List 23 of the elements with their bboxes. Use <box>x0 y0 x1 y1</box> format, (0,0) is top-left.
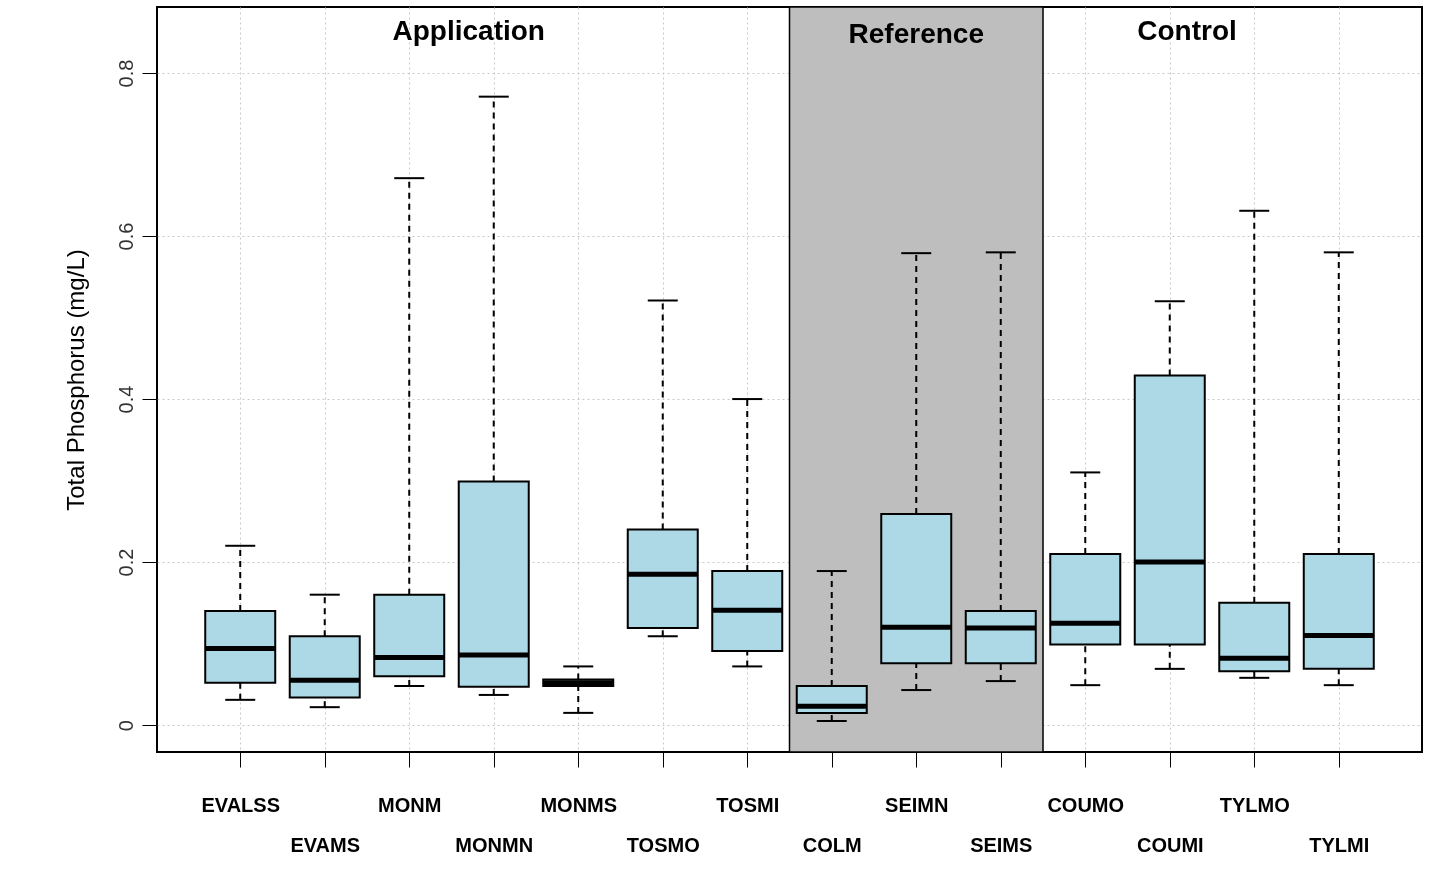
y-tick-label: 0.6 <box>114 222 137 251</box>
x-tick-label: MONMN <box>455 833 534 856</box>
x-tick-label: TOSMI <box>716 793 780 816</box>
y-tick-label: 0 <box>114 720 137 732</box>
x-tick-label: EVALSS <box>201 793 281 816</box>
x-tick-label: COUMI <box>1136 833 1204 856</box>
x-tick-label: SEIMN <box>885 793 949 816</box>
y-tick-label: 0.8 <box>114 59 137 88</box>
x-tick-label: COUMO <box>1047 793 1125 816</box>
x-tick-label: MONM <box>378 793 442 816</box>
x-tick-label: COLM <box>802 833 862 856</box>
annotation: Control <box>1137 15 1237 46</box>
x-tick-label: TOSMO <box>626 833 700 856</box>
y-axis-title: Total Phosphorus (mg/L) <box>61 249 89 511</box>
band-label: Reference <box>848 18 984 49</box>
x-tick-label: MONMS <box>540 793 618 816</box>
y-tick-label: 0.4 <box>114 385 137 414</box>
annotation: Application <box>392 15 545 46</box>
x-tick-label: TYLMI <box>1309 833 1370 856</box>
y-tick-label: 0.2 <box>114 548 137 577</box>
x-tick-label: EVAMS <box>290 833 361 856</box>
x-tick-label: SEIMS <box>970 833 1033 856</box>
x-tick-label: TYLMO <box>1219 793 1290 816</box>
